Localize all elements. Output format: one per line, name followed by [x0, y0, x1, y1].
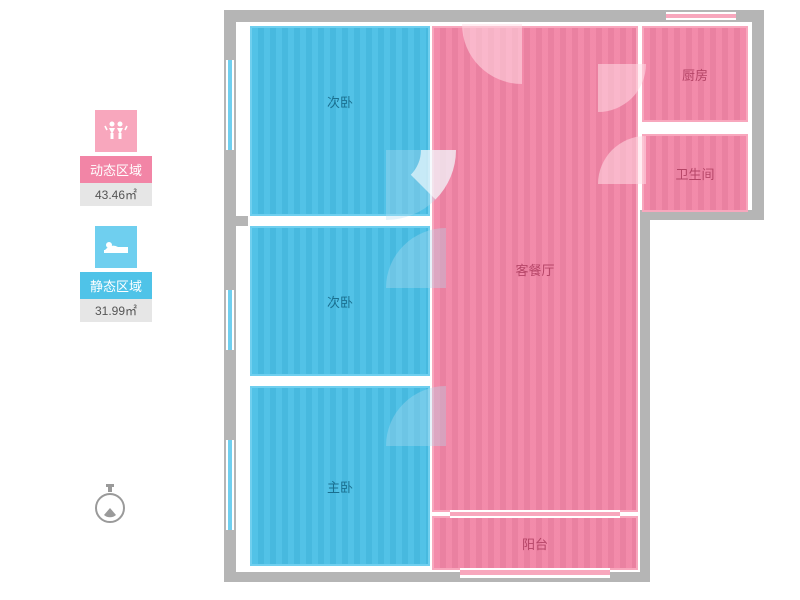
room-label: 次卧	[327, 92, 353, 111]
floor-plan: 次卧次卧主卧客餐厅厨房卫生间阳台	[210, 0, 780, 600]
window	[666, 12, 736, 20]
legend-static-value: 31.99㎡	[80, 299, 152, 322]
room-label: 客餐厅	[515, 260, 554, 279]
room-balcony: 阳台	[432, 516, 638, 570]
window	[450, 510, 620, 518]
people-icon	[95, 110, 137, 152]
legend-dynamic-title: 动态区域	[80, 156, 152, 183]
room-label: 卫生间	[675, 164, 714, 183]
window	[460, 568, 610, 578]
room-kitchen: 厨房	[642, 26, 748, 122]
room-label: 次卧	[327, 292, 353, 311]
window	[226, 440, 234, 530]
legend-dynamic: 动态区域 43.46㎡	[80, 110, 152, 206]
legend-static-title: 静态区域	[80, 272, 152, 299]
sleep-icon	[95, 226, 137, 268]
legend: 动态区域 43.46㎡ 静态区域 31.99㎡	[80, 110, 152, 342]
legend-static: 静态区域 31.99㎡	[80, 226, 152, 322]
room-label: 主卧	[327, 477, 353, 496]
window	[226, 290, 234, 350]
door-arc	[598, 64, 646, 112]
room-bath: 卫生间	[642, 134, 748, 212]
legend-dynamic-value: 43.46㎡	[80, 183, 152, 206]
window	[226, 60, 234, 150]
compass-icon	[90, 482, 130, 526]
room-label: 厨房	[682, 65, 708, 84]
room-label: 阳台	[522, 534, 548, 553]
